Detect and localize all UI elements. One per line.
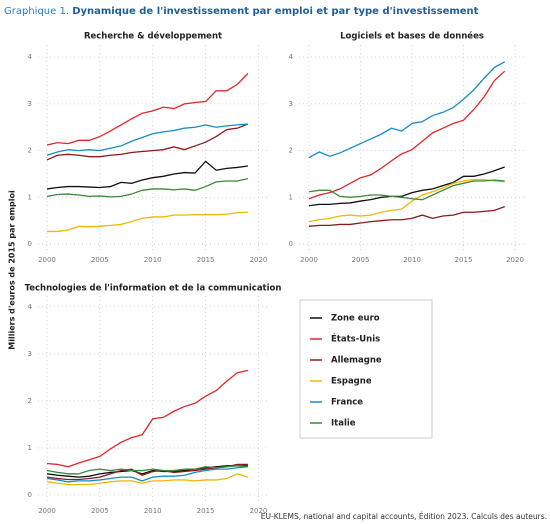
source-note: EU-KLEMS, national and capital accounts,… [261, 512, 547, 521]
series-line [308, 61, 506, 159]
panel-title: Recherche & développement [84, 31, 222, 42]
x-tick-label: 2000 [38, 507, 56, 515]
series-line [308, 178, 505, 223]
x-tick-label: 2000 [38, 256, 56, 264]
y-tick-label: 2 [289, 147, 293, 155]
series-line [46, 160, 248, 190]
series-line [46, 73, 249, 146]
legend-box [299, 299, 433, 439]
y-tick-label: 1 [28, 444, 32, 452]
legend-label: Allemagne [331, 356, 382, 366]
x-tick-label: 2020 [250, 507, 268, 515]
x-tick-label: 2015 [197, 507, 215, 515]
series-line [308, 206, 505, 227]
figure-title-text: Dynamique de l'investissement par emploi… [72, 6, 478, 17]
y-tick-label: 0 [28, 240, 32, 248]
series-line [46, 211, 248, 233]
x-tick-label: 2005 [91, 507, 109, 515]
y-tick-label: 1 [289, 193, 293, 201]
y-tick-label: 0 [28, 491, 32, 499]
legend-label: Zone euro [331, 314, 380, 324]
x-tick-label: 2015 [455, 256, 473, 264]
series-line [308, 179, 505, 201]
panel-title: Logiciels et bases de données [340, 31, 484, 42]
series-line [46, 473, 249, 486]
x-tick-label: 2015 [197, 256, 215, 264]
figure-label: Graphique 1. [4, 6, 69, 17]
series-line [308, 166, 505, 207]
y-tick-label: 2 [28, 397, 32, 405]
x-tick-label: 2020 [250, 256, 268, 264]
series-line [46, 123, 249, 161]
y-axis-label: Milliers d'euros de 2015 par emploi [8, 190, 17, 350]
legend-label: Italie [331, 419, 356, 429]
series-line [46, 123, 248, 156]
series-line [46, 178, 249, 198]
x-tick-label: 2010 [144, 507, 162, 515]
y-tick-label: 3 [28, 100, 32, 108]
x-tick-label: 2005 [352, 256, 370, 264]
y-tick-label: 4 [28, 303, 33, 311]
x-tick-label: 2010 [144, 256, 162, 264]
legend-label: Espagne [331, 377, 372, 387]
x-tick-label: 2000 [300, 256, 318, 264]
y-tick-label: 4 [289, 53, 294, 61]
y-tick-label: 3 [28, 350, 32, 358]
y-tick-label: 1 [28, 193, 32, 201]
legend-label: France [331, 398, 363, 408]
x-tick-label: 2010 [403, 256, 421, 264]
y-tick-label: 0 [289, 240, 293, 248]
panel-title: Technologies de l'information et de la c… [25, 284, 282, 294]
series-line [46, 369, 249, 468]
series-line [46, 465, 248, 475]
series-line [308, 70, 506, 200]
figure-title: Graphique 1. Dynamique de l'investisseme… [4, 6, 479, 17]
legend-label: États-Unis [331, 333, 380, 345]
x-tick-label: 2020 [506, 256, 524, 264]
series-line [46, 466, 248, 483]
y-tick-label: 2 [28, 147, 32, 155]
y-tick-label: 4 [28, 53, 33, 61]
x-tick-label: 2005 [91, 256, 109, 264]
y-tick-label: 3 [289, 100, 293, 108]
